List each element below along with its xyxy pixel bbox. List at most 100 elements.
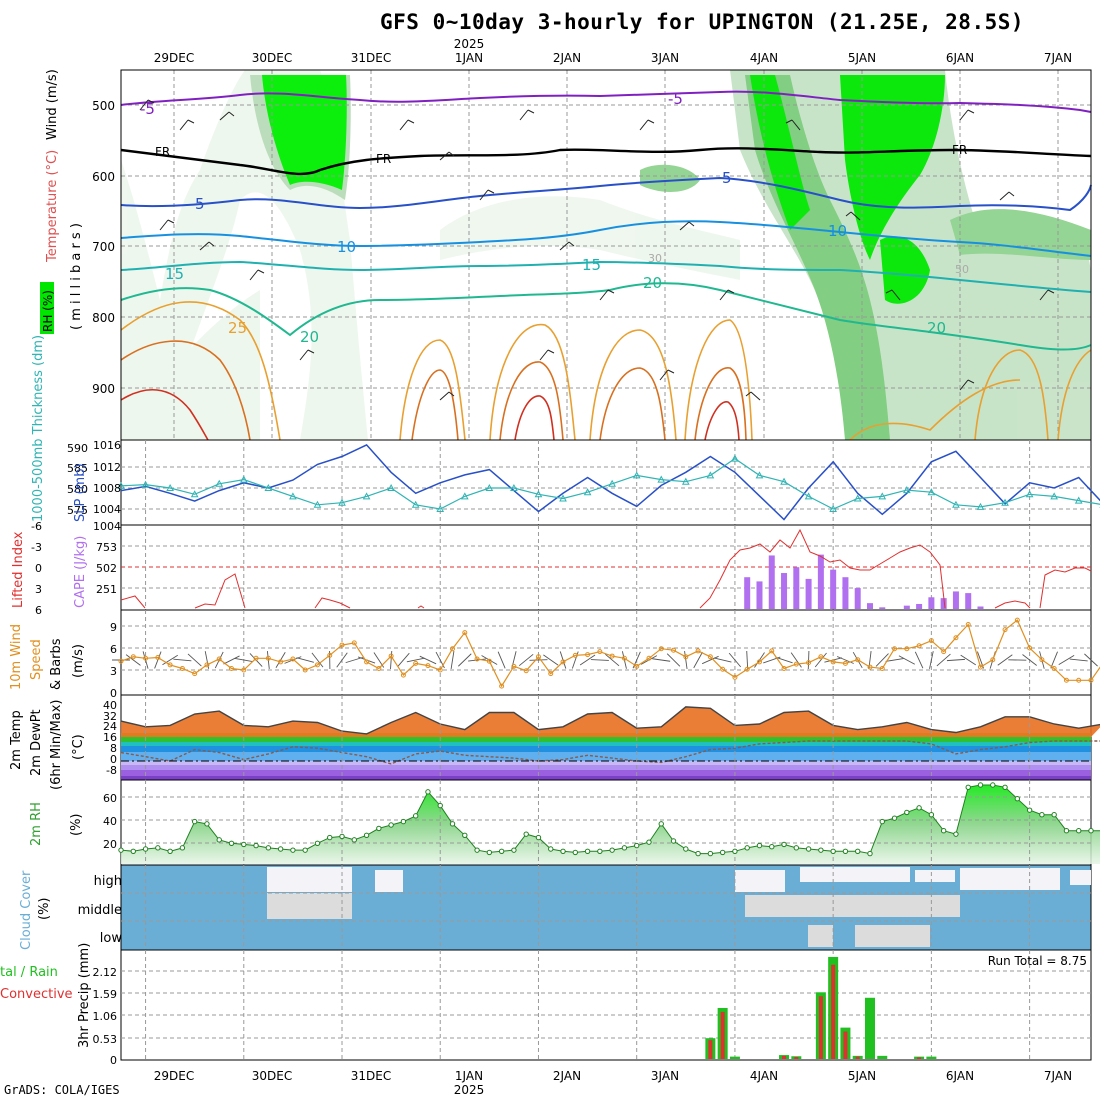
cape-bar (842, 577, 849, 609)
wind-speed-point (413, 660, 419, 666)
top-date-3jan: 3JAN (651, 51, 679, 65)
wind-speed-point (806, 660, 812, 666)
cloud-clear-patches (267, 867, 1091, 892)
precip-ylabel-b: Convective (0, 987, 73, 1002)
precip-conv-bar (843, 1031, 848, 1059)
thickness-point (338, 498, 346, 506)
temp-ytick-24: 24 (103, 720, 117, 733)
cape-bars (744, 554, 984, 609)
precip-conv-bar (818, 996, 823, 1059)
wind-barb (807, 650, 810, 670)
precip-conv-bar (794, 1057, 799, 1059)
wind-barb (666, 653, 681, 667)
thickness-point (239, 475, 248, 483)
rh-point (965, 784, 971, 790)
cape-bar (756, 581, 763, 609)
temp-band (121, 737, 1091, 742)
label-5-a: 5 (195, 195, 205, 213)
cloud-ylabel: Cloud Cover (19, 870, 34, 950)
cape-bar (805, 578, 812, 609)
rh-2m-panel: 60 40 20 2m RH (%) (29, 779, 1100, 866)
wind-ytick-9: 9 (110, 621, 117, 634)
rh-point (228, 840, 235, 846)
bottom-date-6jan: 6JAN (946, 1069, 974, 1083)
thickness-slp-panel: 590 585 580 575 1016 1012 1008 1004 1004… (31, 335, 1100, 533)
rh-point (572, 849, 579, 856)
label-15-a: 15 (165, 265, 184, 283)
thickness-point (264, 483, 273, 491)
rh-point (695, 850, 701, 857)
cape-bar (768, 555, 775, 609)
temp-ylabel-c: (6hr Min/Max) (49, 700, 64, 790)
cape-lifted-panel: -3 0 3 6 -6 753 502 251 Lifted Index CAP… (11, 520, 1092, 617)
wind-speed-point (278, 659, 284, 665)
cape-bar (793, 567, 800, 609)
thickness-point (190, 490, 199, 498)
wind-speed-point (302, 667, 308, 673)
wind-speed-point (941, 649, 947, 655)
wind-speed-point (192, 671, 198, 677)
rh-point (621, 845, 628, 851)
wind-barb (775, 656, 793, 664)
wind-barb (406, 657, 425, 663)
thickness-point (1050, 492, 1059, 500)
rh-point (818, 847, 824, 853)
rh-point (179, 845, 186, 851)
wind-barb (419, 655, 437, 665)
cape-ytick-251: 251 (96, 583, 117, 596)
wind-barb (604, 653, 620, 667)
bottom-date-2jan: 2JAN (553, 1069, 581, 1083)
wind-speed-point (695, 648, 701, 654)
rh-point (412, 813, 419, 819)
label-minus5-b: -5 (668, 90, 683, 108)
rh-point (683, 846, 689, 852)
wind-speed-point (290, 656, 296, 662)
label-50: 50 (955, 263, 969, 276)
cape-bar (940, 598, 947, 609)
thickness-point (485, 483, 494, 491)
rh-point (904, 809, 910, 816)
wind-speed-point (351, 640, 357, 646)
rh-point (363, 832, 370, 838)
wind-speed-point (793, 661, 799, 667)
wind-barb (936, 653, 951, 667)
wind-speed-point (572, 652, 578, 658)
wind-speed-point (953, 635, 959, 641)
top-date-axis: 29DEC 30DEC 31DEC 1JAN 2025 2JAN 3JAN 4J… (154, 37, 1072, 65)
label-5-b: 5 (722, 169, 732, 187)
wind-barb (450, 651, 455, 669)
wind-speed-point (204, 662, 210, 668)
wind-barb (632, 651, 641, 669)
rh-point (462, 832, 468, 838)
wind-barb (746, 650, 749, 670)
wind-speed-point (830, 659, 836, 665)
rh-point (805, 846, 812, 852)
wind-barb (1084, 653, 1098, 667)
wind-speed-point (1027, 645, 1033, 651)
wind-barb (311, 652, 324, 668)
thickness-markers (117, 454, 1100, 512)
rh-ytick-60: 60 (103, 792, 117, 805)
rh-point (216, 837, 222, 843)
lifted-index-line (120, 528, 1092, 609)
ylabel-rh: RH (%) (41, 290, 55, 332)
thickness-point (583, 488, 592, 496)
wind-speed-point (1088, 677, 1094, 683)
wind-barb (1069, 658, 1088, 662)
wind-barb (1022, 654, 1037, 666)
wind-barb (1058, 654, 1075, 666)
rh-point (449, 821, 456, 827)
wind-speed-point (1002, 627, 1008, 633)
label-30: 30 (648, 252, 662, 265)
slp-ytick-1012: 1012 (93, 461, 121, 474)
wind-speed-point (425, 663, 431, 669)
cape-bar (744, 577, 751, 609)
label-fr-b: FR (376, 152, 391, 166)
wind-barb (652, 658, 671, 662)
wind-barb (468, 658, 487, 662)
rh-point (204, 821, 210, 827)
wind-speed-point (977, 664, 983, 670)
temp-color-bands (121, 733, 1091, 780)
rh-point (1076, 828, 1082, 834)
rh-point (879, 818, 885, 825)
